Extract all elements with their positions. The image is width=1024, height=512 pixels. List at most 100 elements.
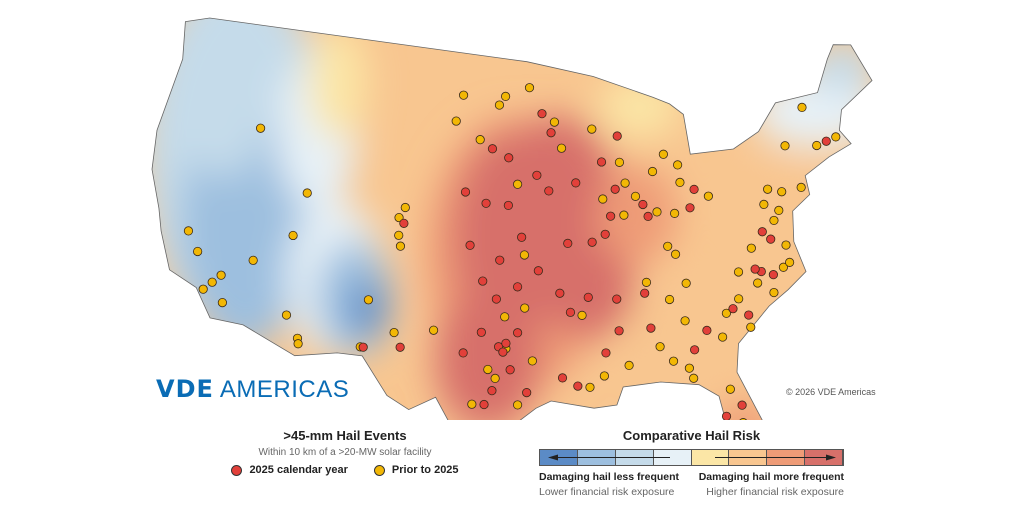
hail-event-2025-point [766,234,776,244]
hail-event-2025-point [821,136,831,146]
hail-event-prior-point [734,294,744,304]
hail-event-2025-point [612,131,622,141]
hail-event-prior-point [831,132,841,142]
hail-event-2025-point [600,229,610,239]
logo-americas: AMERICAS [219,376,350,403]
hail-event-prior-point [363,295,374,305]
hail-event-2025-point [501,338,511,348]
hail-event-2025-point [532,170,542,180]
hail-event-prior-point [556,143,567,153]
hail-event-2025-point [487,144,498,154]
hail-event-2025-point [565,307,576,317]
risk-zone [541,238,635,339]
hail-event-2025-point [601,348,611,358]
hail-event-prior-point [812,140,822,151]
risk-legend: Comparative Hail Risk Damaging hail less… [539,428,844,498]
higher-risk-label: Higher financial risk exposure [706,486,844,498]
hail-event-prior-point [577,310,587,320]
hail-event-2025-point [737,400,747,410]
hail-event-prior-point [689,373,699,383]
risk-zone [177,18,271,178]
hail-event-prior-point [519,250,530,260]
hail-event-2025-point [768,270,778,280]
hail-event-prior-point [769,215,779,226]
scale-arrows-icon [548,454,836,461]
hail-event-prior-point [652,207,662,217]
risk-bin-4 [653,450,692,465]
hail-event-2025-point [606,211,616,221]
hail-event-2025-point [537,109,547,119]
hail-event-prior-point [193,246,203,257]
hail-event-prior-point [655,342,665,352]
lower-risk-label: Lower financial risk exposure [539,486,675,498]
hail-event-2025-point [557,373,568,383]
risk-color-scale [539,449,844,466]
hail-event-prior-point [394,230,404,240]
hail-event-2025-point [395,342,405,352]
hail-event-prior-point [721,308,732,318]
less-frequent-label: Damaging hail less frequent [539,471,680,483]
hail-event-prior-point [599,371,610,381]
hail-event-prior-point [216,270,226,280]
hail-event-prior-point [428,325,439,335]
hail-event-prior-point [781,240,791,250]
hail-event-prior-point [587,124,597,134]
hail-event-prior-point [549,117,560,127]
hail-event-prior-point [524,83,535,93]
hail-event-prior-point [746,243,756,253]
logo-vde: VDE [156,375,214,403]
hail-event-prior-point [451,116,461,126]
hail-event-2025-point [544,186,554,196]
hail-event-2025-point [512,328,523,338]
hail-event-prior-point [647,166,658,177]
hail-event-prior-point [255,123,266,133]
hail-event-2025-point [495,255,505,265]
hail-event-2025-point [583,292,593,302]
hail-event-prior-point [641,277,652,287]
hail-event-2025-point [487,386,497,396]
hail-event-2025-point [587,237,597,247]
hail-event-prior-point [475,135,485,145]
hail-event-2025-point [458,348,468,358]
hail-event-2025-point [643,211,653,222]
hail-event-2025-point [689,184,699,194]
hail-event-prior-point [774,205,784,216]
hail-event-prior-point [520,303,530,313]
hail-event-prior-point [763,184,773,194]
hail-event-prior-point [614,157,625,167]
hail-event-prior-point [703,191,713,201]
hail-event-prior-point [389,327,399,338]
hail-event-2025-point [744,310,754,320]
risk-zone [598,77,681,138]
hail-event-prior-point [500,91,511,101]
hail-event-points [183,83,841,420]
red-dot-icon [231,464,243,476]
hail-event-2025-point [596,157,607,167]
hail-event-prior-point [490,373,500,384]
events-legend: >45-mm Hail Events Within 10 km of a >20… [210,428,480,476]
hail-event-2025-point [399,218,409,228]
hail-event-prior-point [400,202,410,213]
hail-event-prior-point [302,188,312,198]
hail-event-2025-point [614,326,624,336]
hail-event-2025-point [503,200,513,211]
hail-event-2025-point [479,399,489,410]
events-legend-title: >45-mm Hail Events [283,428,407,443]
hail-event-2025-point [546,128,556,138]
vde-americas-logo: VDE AMERICAS [156,375,349,404]
hail-event-prior-point [293,339,303,349]
risk-zone [499,115,614,252]
hail-event-prior-point [670,249,681,259]
hail-event-2025-point [478,276,488,286]
hail-event-prior-point [797,102,807,113]
hail-event-prior-point [500,312,510,322]
hail-event-2025-point [640,288,650,298]
hail-event-2025-point [571,178,581,188]
hail-event-prior-point [753,278,763,288]
risk-zone [348,281,387,336]
hail-event-prior-point [739,418,747,420]
hail-event-2025-point [685,203,695,213]
hail-event-prior-point [780,141,790,151]
hail-event-prior-point [777,187,787,197]
hail-event-2025-point [610,184,620,194]
